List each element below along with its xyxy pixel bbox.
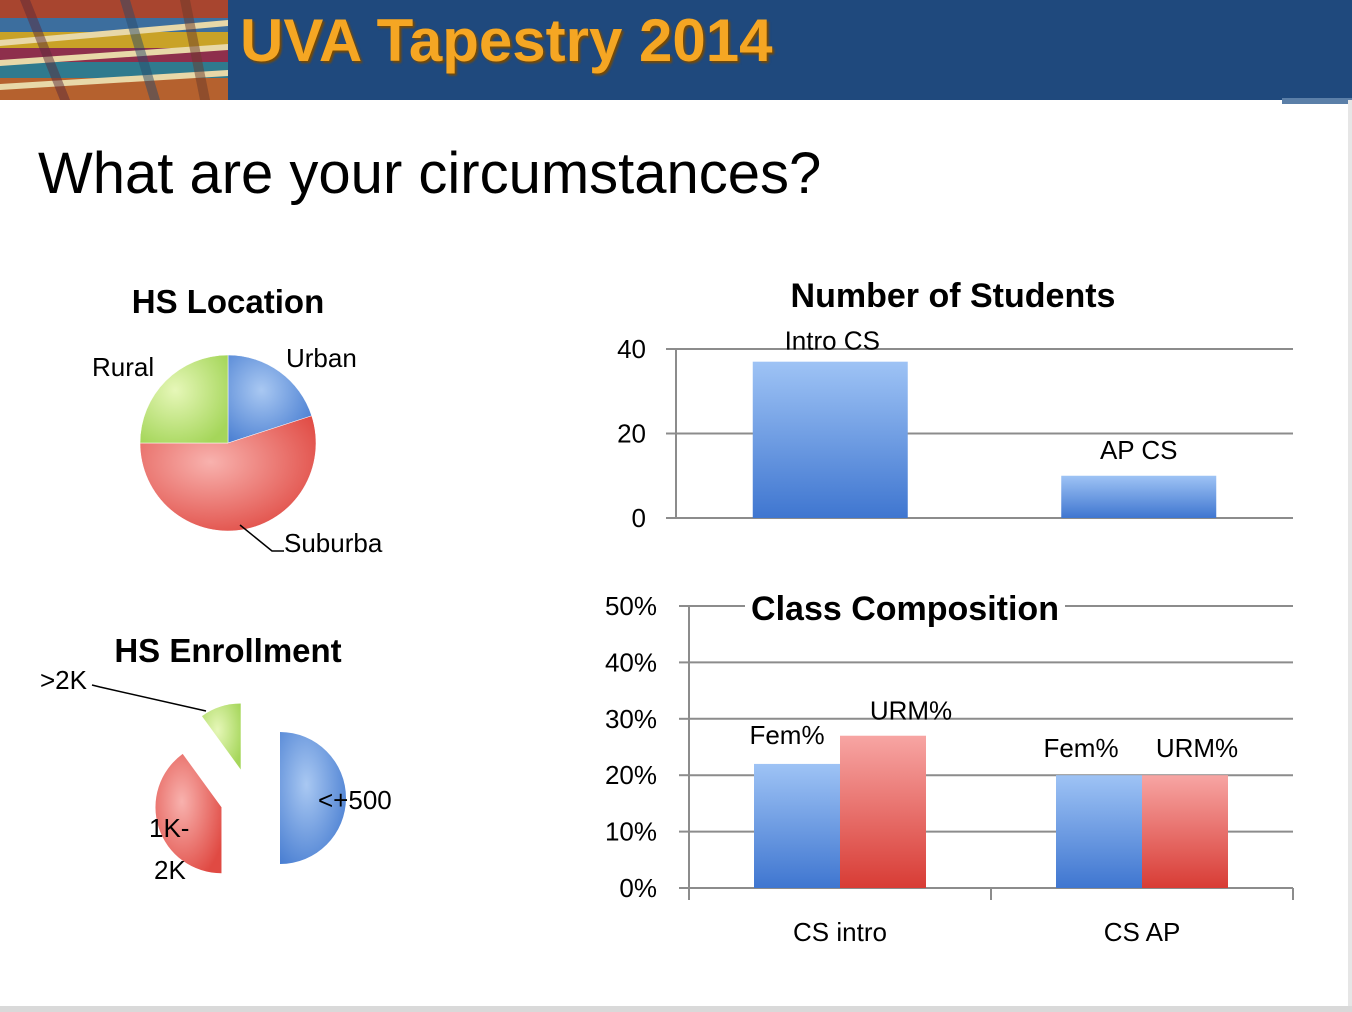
bar-label: Fem% — [1043, 733, 1118, 763]
hs-enrollment-title: HS Enrollment — [114, 632, 341, 669]
y-tick-label: 30% — [605, 704, 657, 734]
bar-cs-intro-urm — [840, 735, 926, 888]
bar-ap-cs — [1061, 475, 1217, 518]
suburban-leader-line — [239, 524, 284, 552]
number-of-students-chart: Number of Students 0 20 40 Intro CS AP CS — [617, 277, 1293, 533]
y-tick-label: 0% — [619, 873, 657, 903]
pie-slice-rural — [139, 354, 229, 444]
header-shadow — [1282, 98, 1352, 104]
y-tick-label: 20 — [617, 419, 646, 449]
header-bar: UVA Tapestry 2014 — [0, 0, 1352, 100]
bar-label: Fem% — [749, 720, 824, 750]
pie-slice-over-2k — [201, 703, 241, 770]
hs-location-title: HS Location — [132, 283, 325, 320]
bar-label: AP CS — [1100, 435, 1178, 465]
pie-slice-under-500 — [280, 732, 346, 864]
y-tick-label: 20% — [605, 760, 657, 790]
bar-cs-ap-urm — [1142, 775, 1228, 888]
tapestry-banner-image — [0, 0, 228, 100]
bar-label: Intro CS — [785, 326, 880, 356]
y-tick-label: 40 — [617, 334, 646, 364]
pie-slice-1k-2k — [155, 753, 222, 874]
pie-label-1k-2k: 1K- — [149, 813, 189, 843]
x-tick-label: CS AP — [1104, 917, 1181, 947]
over-2k-leader-line — [91, 684, 207, 712]
y-tick-label: 0 — [632, 503, 646, 533]
class-composition-title: Class Composition — [751, 590, 1059, 628]
slide-edge — [1348, 100, 1352, 1012]
slide-title: What are your circumstances? — [38, 141, 822, 206]
pie-label-over-2k: >2K — [40, 665, 88, 695]
title-background — [745, 588, 1065, 626]
bar-label: URM% — [870, 696, 952, 726]
pie-slice-urban — [227, 354, 313, 444]
y-tick-label: 40% — [605, 647, 657, 677]
hs-enrollment-chart: HS Enrollment <+500 1K- 2K >2K — [40, 632, 392, 885]
pie-label-urban: Urban — [286, 343, 357, 373]
class-composition-chart: 0% 10% 20% 30% 40% 50% Class Composition Fem% UR… — [605, 588, 1294, 947]
bar-cs-intro-fem — [754, 763, 840, 888]
pie-label-under-500: <+500 — [318, 785, 392, 815]
x-tick-label: CS intro — [793, 917, 887, 947]
bar-intro-cs — [752, 361, 908, 518]
y-tick-label: 50% — [605, 591, 657, 621]
y-tick-label: 10% — [605, 817, 657, 847]
hs-location-chart: HS Location Urban Suburba Rural — [92, 283, 383, 558]
bar-cs-ap-fem — [1056, 775, 1142, 888]
number-of-students-title: Number of Students — [791, 277, 1116, 315]
header-title: UVA Tapestry 2014 — [240, 7, 773, 74]
pie-label-suburban: Suburba — [284, 528, 383, 558]
slide-bottom-edge — [0, 1006, 1352, 1012]
pie-label-1k-2k-line2: 2K — [154, 855, 186, 885]
pie-slice-suburban — [139, 415, 317, 532]
pie-label-rural: Rural — [92, 352, 154, 382]
bar-label: URM% — [1156, 733, 1238, 763]
